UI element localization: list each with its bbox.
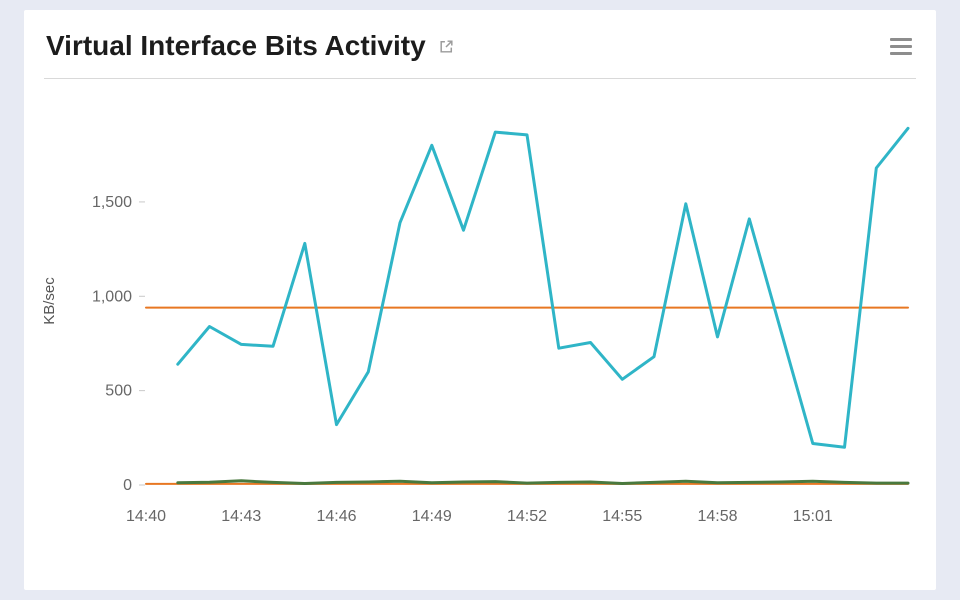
svg-text:14:58: 14:58 xyxy=(697,508,737,525)
svg-text:15:01: 15:01 xyxy=(793,508,833,525)
svg-text:14:52: 14:52 xyxy=(507,508,547,525)
svg-text:14:55: 14:55 xyxy=(602,508,642,525)
svg-text:14:49: 14:49 xyxy=(412,508,452,525)
chart-title: Virtual Interface Bits Activity xyxy=(46,30,426,61)
external-link-icon[interactable] xyxy=(438,38,455,55)
svg-text:0: 0 xyxy=(123,477,132,494)
svg-text:14:43: 14:43 xyxy=(221,508,261,525)
card-header: Virtual Interface Bits Activity xyxy=(24,10,936,62)
line-chart[interactable]: 0 500 1,000 1,500 14:40 14:43 14:46 14:49 14:52 1… xyxy=(34,89,918,541)
chart-card: Virtual Interface Bits Activity 0 500 1,00… xyxy=(24,10,936,590)
hamburger-menu-icon[interactable] xyxy=(888,34,914,59)
svg-text:1,500: 1,500 xyxy=(92,194,132,211)
svg-text:1,000: 1,000 xyxy=(92,288,132,305)
chart-container[interactable]: 0 500 1,000 1,500 14:40 14:43 14:46 14:49 14:52 1… xyxy=(24,79,936,541)
svg-text:14:46: 14:46 xyxy=(316,508,356,525)
header-divider xyxy=(44,78,916,79)
svg-text:KB/sec: KB/sec xyxy=(41,277,58,325)
svg-text:14:40: 14:40 xyxy=(126,508,166,525)
svg-text:500: 500 xyxy=(105,383,132,400)
